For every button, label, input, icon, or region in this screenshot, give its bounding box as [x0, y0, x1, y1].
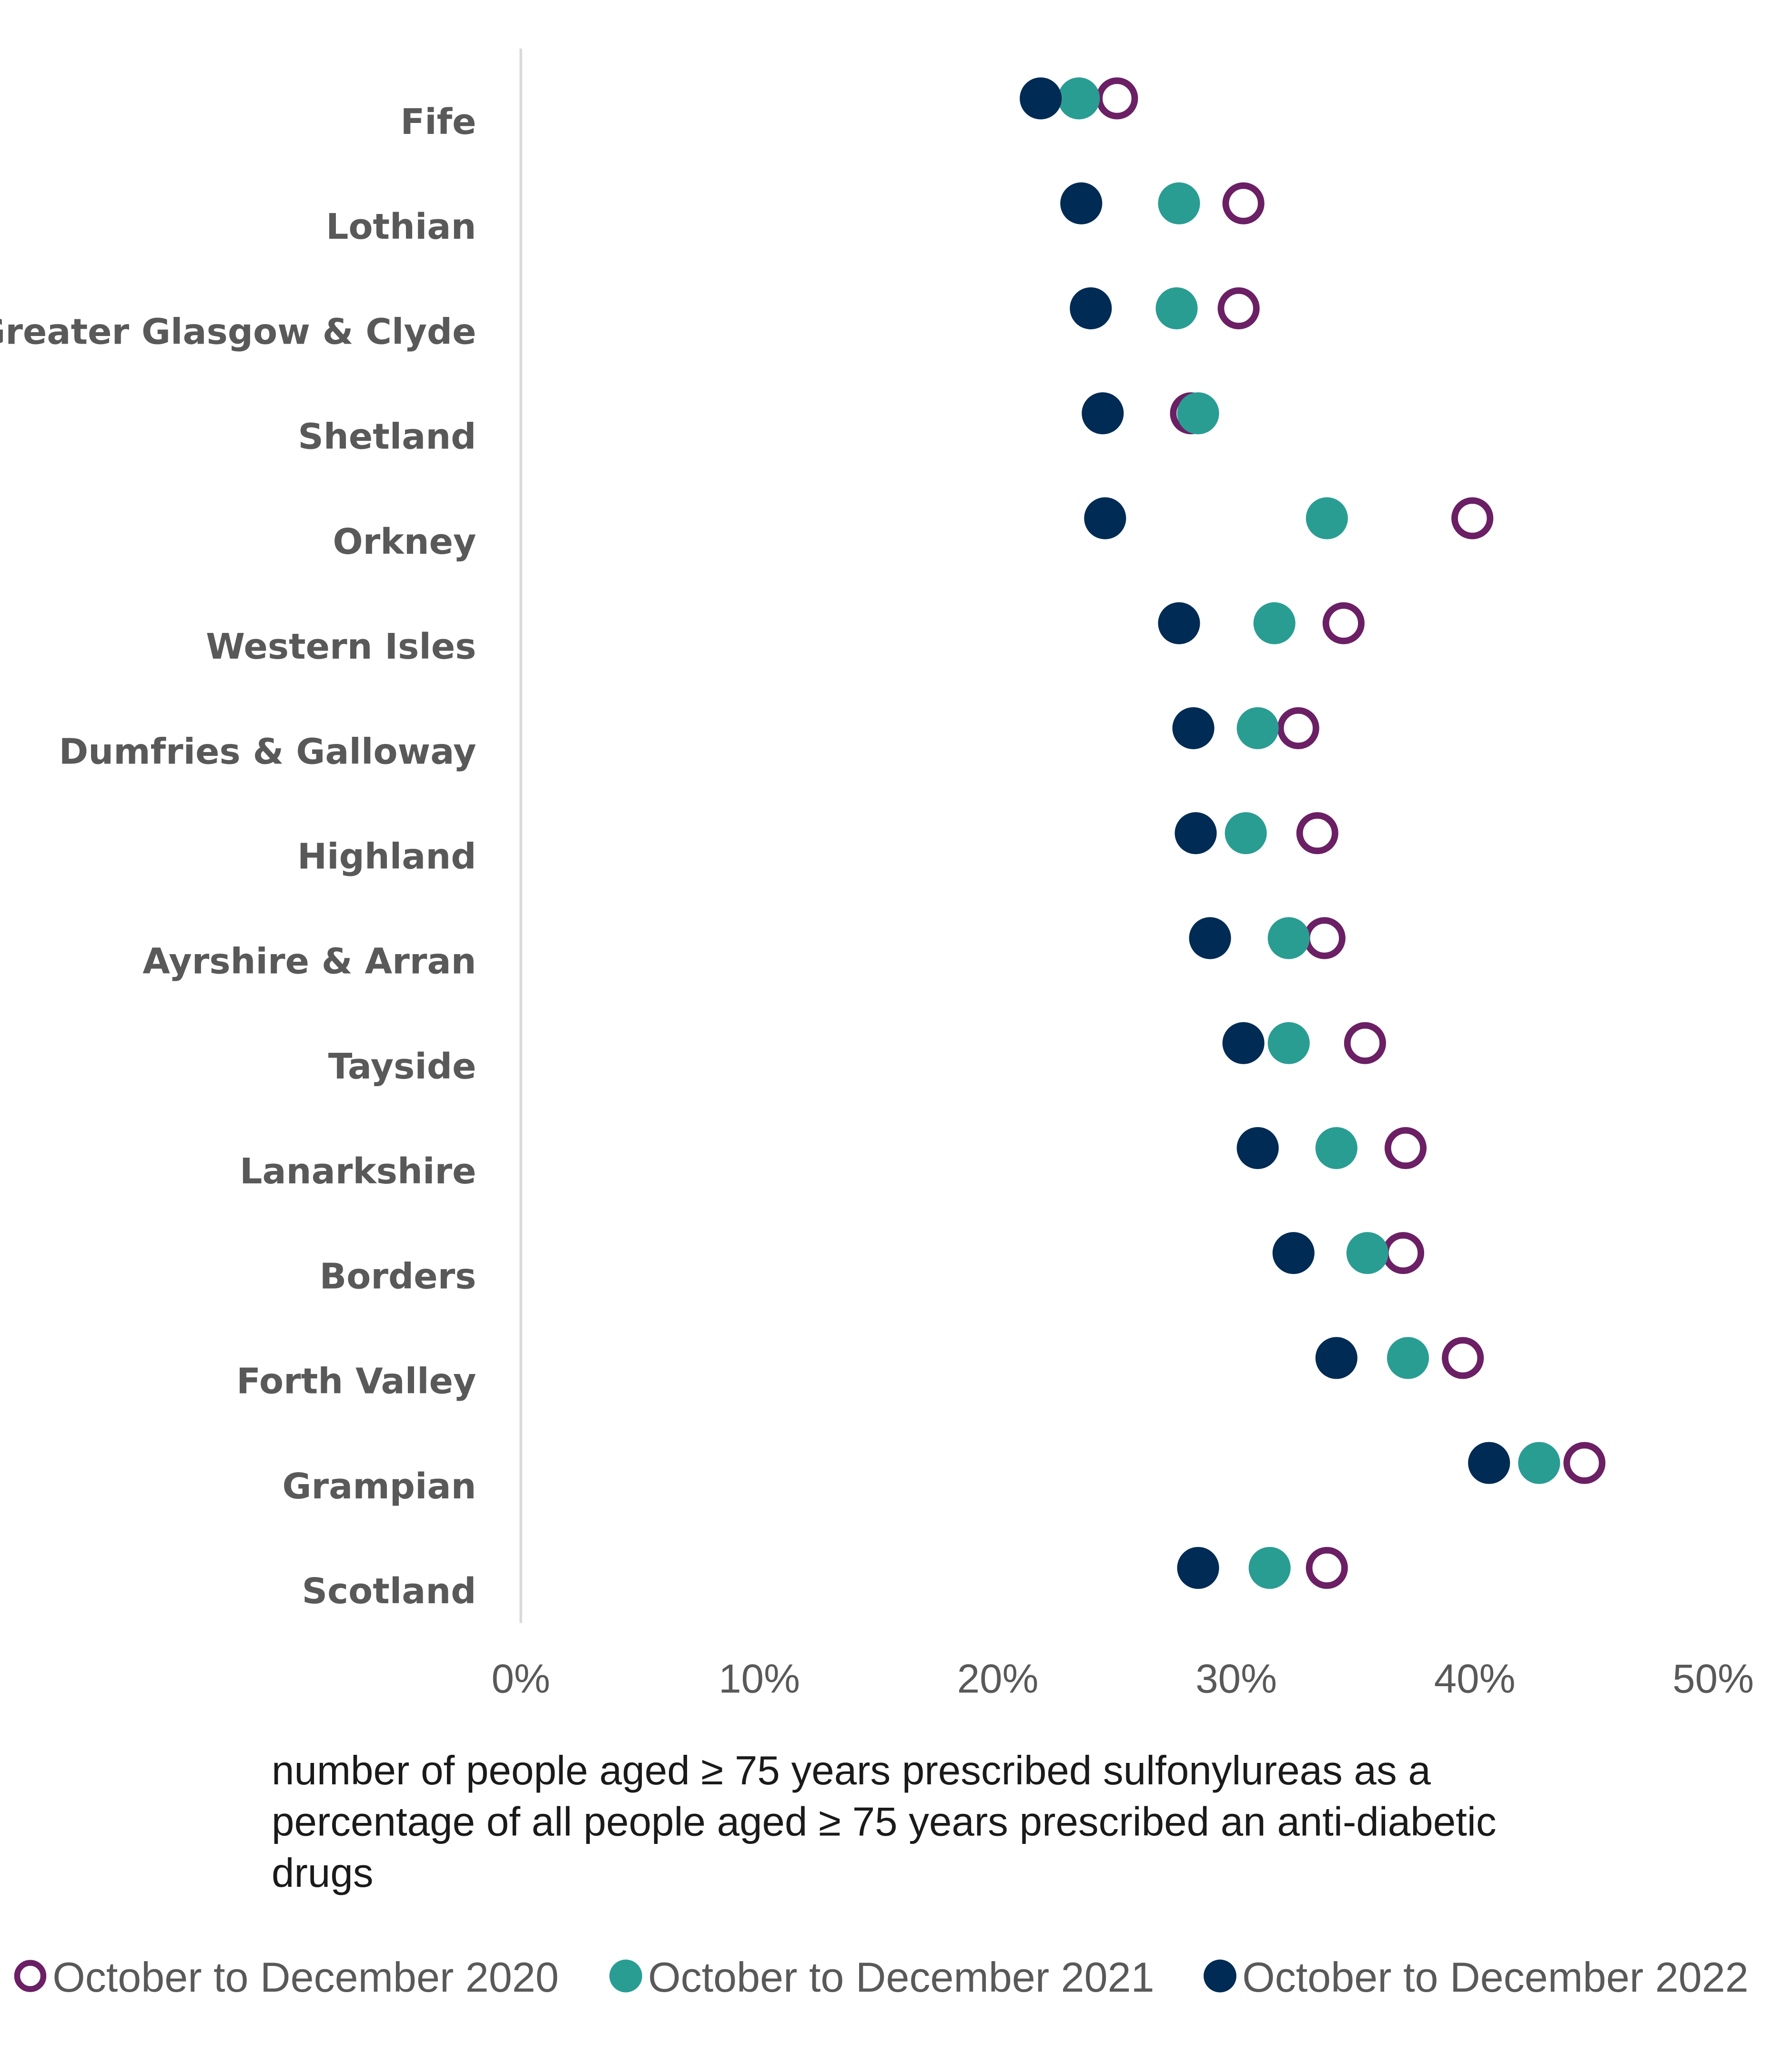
category-label: Highland	[297, 836, 476, 877]
data-point	[1277, 707, 1319, 749]
legend-label: October to December 2020	[52, 1954, 558, 2001]
category-label: Shetland	[298, 416, 476, 458]
data-point	[1189, 917, 1231, 959]
category-label: Lothian	[326, 206, 476, 247]
data-point	[1344, 1022, 1386, 1064]
data-point	[1058, 77, 1100, 120]
data-point	[1267, 917, 1310, 959]
legend-marker	[1204, 1959, 1236, 1993]
data-point	[1518, 1442, 1560, 1484]
legend-item: October to December 2020	[14, 1954, 559, 2001]
data-point	[1236, 707, 1279, 749]
x-tick-label: 30%	[1195, 1656, 1277, 1701]
data-point	[1155, 287, 1198, 330]
data-point	[1177, 1547, 1219, 1589]
legend-item: October to December 2021	[609, 1954, 1154, 2001]
data-point	[1563, 1442, 1606, 1484]
legend-label: October to December 2021	[648, 1954, 1154, 2001]
category-label: Orkney	[333, 521, 476, 562]
category-label: Greater Glasgow & Clyde	[0, 311, 476, 352]
data-point	[1306, 497, 1348, 539]
category-label: Borders	[320, 1255, 476, 1297]
category-label: Grampian	[282, 1466, 476, 1507]
data-point	[1315, 1337, 1357, 1379]
category-label: Tayside	[328, 1046, 476, 1087]
data-point	[1306, 1547, 1348, 1589]
data-point	[1225, 812, 1267, 855]
data-point	[1387, 1337, 1429, 1379]
data-point	[1174, 812, 1217, 855]
data-point	[1236, 1127, 1279, 1169]
x-tick-label: 0%	[491, 1656, 550, 1701]
x-tick-label: 20%	[957, 1656, 1039, 1701]
data-point	[1346, 1232, 1388, 1274]
category-label: Forth Valley	[236, 1361, 476, 1402]
legend-item: October to December 2022	[1204, 1954, 1749, 2001]
category-label: Western Isles	[206, 626, 476, 667]
category-label: Dumfries & Galloway	[59, 731, 476, 772]
category-label: Fife	[401, 101, 476, 142]
data-point	[1442, 1337, 1484, 1379]
x-axis-title: drugs	[272, 1851, 373, 1896]
x-axis-title: percentage of all people aged ≥ 75 years…	[272, 1799, 1496, 1844]
data-point	[1468, 1442, 1510, 1484]
data-point	[1060, 182, 1103, 224]
legend-marker	[609, 1959, 642, 1993]
data-point	[1084, 497, 1126, 539]
category-label: Scotland	[302, 1570, 476, 1612]
data-point	[1177, 392, 1219, 435]
category-label: Lanarkshire	[240, 1150, 476, 1192]
data-point	[1082, 392, 1124, 435]
data-point	[1172, 707, 1215, 749]
data-point	[1267, 1022, 1310, 1064]
data-point	[1217, 287, 1260, 330]
data-point	[1451, 497, 1494, 539]
legend-label: October to December 2022	[1242, 1954, 1748, 2001]
data-point	[1158, 602, 1200, 644]
x-axis-title: number of people aged ≥ 75 years prescri…	[272, 1748, 1431, 1793]
data-point	[1248, 1547, 1291, 1589]
data-point	[1222, 182, 1265, 224]
x-tick-label: 50%	[1672, 1656, 1754, 1701]
category-label: Ayrshire & Arran	[142, 941, 476, 982]
data-point	[1303, 917, 1346, 959]
data-point	[1020, 77, 1062, 120]
data-point	[1272, 1232, 1315, 1274]
data-point	[1322, 602, 1365, 644]
data-point	[1158, 182, 1200, 224]
legend-marker	[14, 1960, 47, 1992]
data-point	[1222, 1022, 1265, 1064]
data-point	[1296, 812, 1338, 855]
x-tick-label: 40%	[1434, 1656, 1516, 1701]
data-point	[1070, 287, 1112, 330]
data-point	[1253, 602, 1296, 644]
data-point	[1384, 1127, 1427, 1169]
data-point	[1096, 77, 1138, 120]
x-tick-label: 10%	[719, 1656, 800, 1701]
data-point	[1382, 1232, 1425, 1274]
data-point	[1315, 1127, 1357, 1169]
